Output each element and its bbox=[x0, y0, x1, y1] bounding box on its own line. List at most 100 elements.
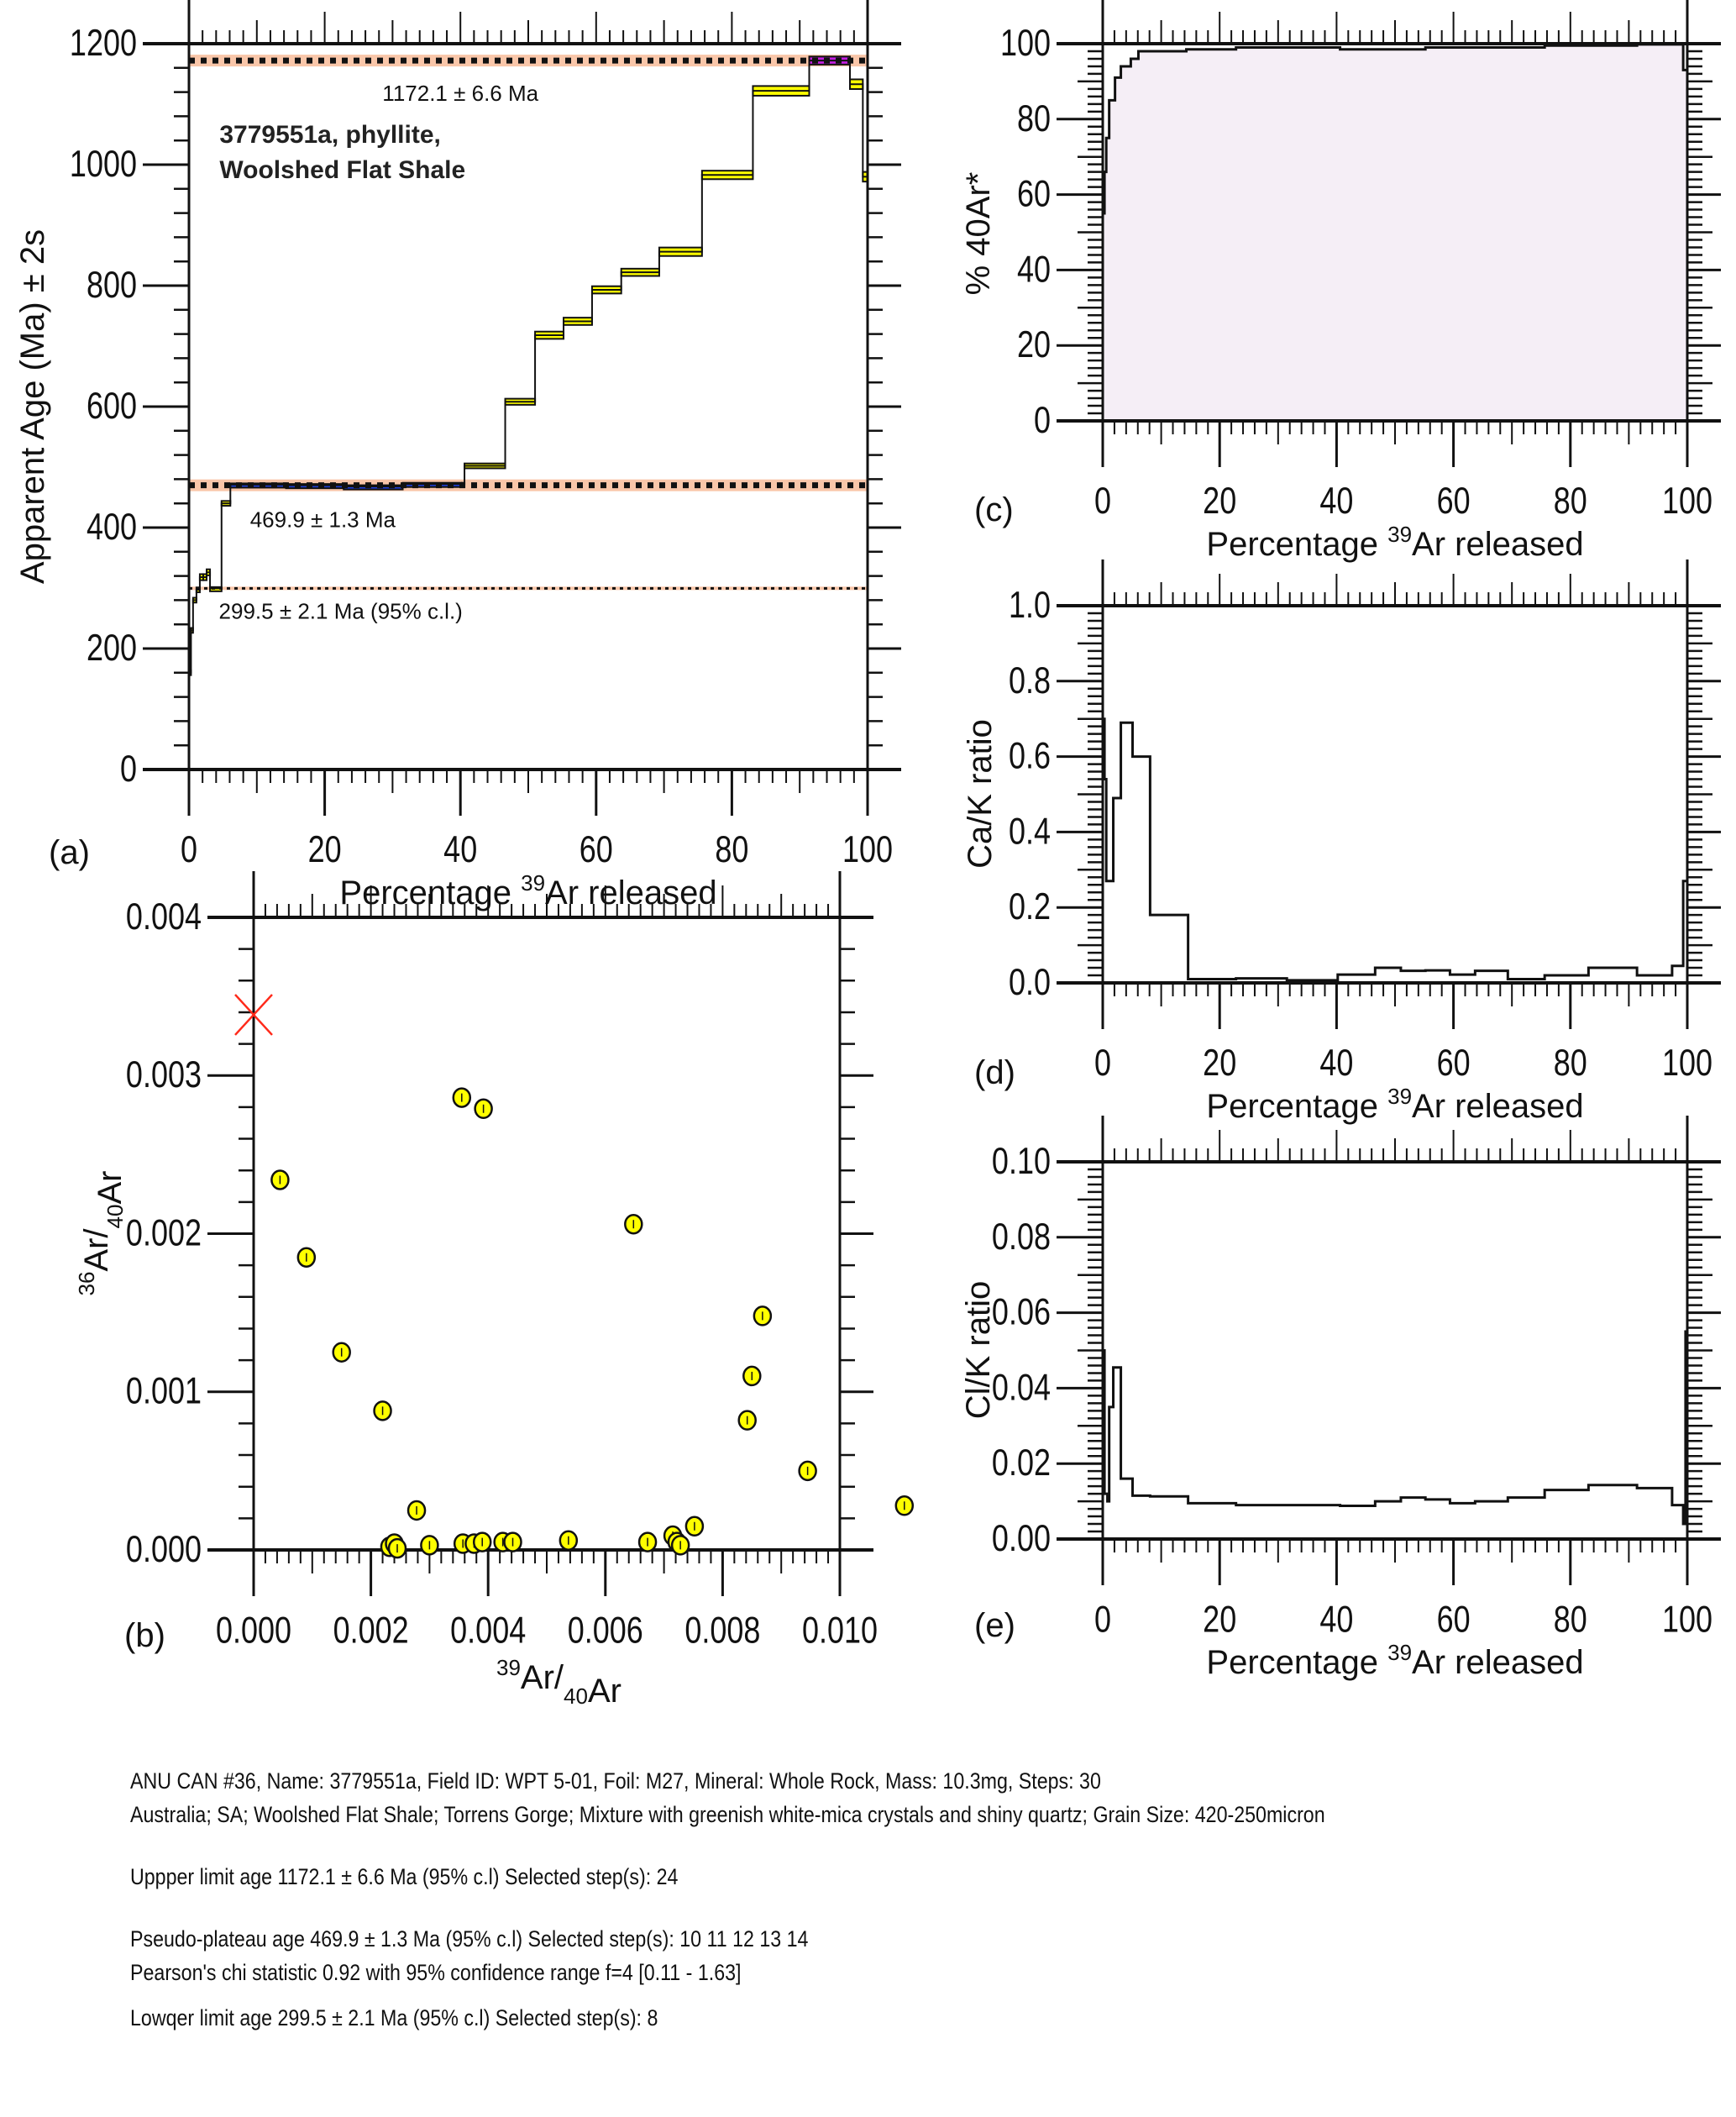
x-tick-label: 40 bbox=[1319, 479, 1353, 522]
notes-plateau-age: Pseudo-plateau age 469.9 ± 1.3 Ma (95% c… bbox=[130, 1926, 809, 1952]
y-tick-label: 0.2 bbox=[1009, 885, 1051, 927]
panel-label: (c) bbox=[974, 491, 1014, 528]
y-axis-title-part: Ar bbox=[92, 1171, 128, 1205]
x-tick-label: 60 bbox=[1437, 1598, 1471, 1641]
reference-band bbox=[189, 586, 868, 591]
y-tick-label: 0.08 bbox=[992, 1215, 1051, 1258]
x-tick-label: 0.002 bbox=[333, 1609, 409, 1652]
y-tick-label: 0.0 bbox=[1009, 960, 1051, 1003]
x-axis-title: Percentage 39Ar released bbox=[1206, 1084, 1583, 1125]
panel-a-age-spectrum: 0 20 40 60 80 1000200400600800100012001172.1 … bbox=[14, 0, 901, 911]
y-tick-label: 0.000 bbox=[126, 1527, 202, 1570]
y-axis-title-part: Ar/ bbox=[78, 1228, 115, 1272]
notes-location-info: Australia; SA; Woolshed Flat Shale; Torr… bbox=[130, 1802, 1325, 1827]
plateau-age-label: 469.9 ± 1.3 Ma bbox=[250, 507, 396, 533]
panel-b-isochron: 0.000 0.002 0.004 0.006 0.008 0.010 0.000 0.001… bbox=[74, 871, 915, 1710]
y-tick-label: 0 bbox=[1034, 398, 1051, 441]
y-tick-label: 60 bbox=[1017, 172, 1051, 215]
y-tick-label: 0.004 bbox=[126, 895, 202, 938]
x-tick-label: 60 bbox=[580, 827, 613, 870]
x-axis-title-part: 40 bbox=[564, 1684, 588, 1709]
x-axis-title-part: 39 bbox=[496, 1655, 521, 1680]
x-tick-label: 0 bbox=[1094, 1041, 1111, 1084]
x-tick-label: 80 bbox=[1554, 1041, 1587, 1084]
y-tick-label: 20 bbox=[1017, 323, 1051, 365]
y-axis-title-part: 36 bbox=[74, 1272, 99, 1296]
y-tick-label: 800 bbox=[87, 263, 137, 306]
panel-label: (b) bbox=[124, 1617, 165, 1654]
y-tick-label: 0.04 bbox=[992, 1366, 1051, 1409]
panel-label: (e) bbox=[974, 1607, 1015, 1644]
y-tick-label: 0.6 bbox=[1009, 734, 1051, 777]
x-tick-label: 100 bbox=[1662, 1041, 1712, 1084]
notes-upper-limit-age: Uppper limit age 1172.1 ± 6.6 Ma (95% c.… bbox=[130, 1864, 679, 1889]
x-tick-label: 40 bbox=[443, 827, 477, 870]
x-tick-label: 80 bbox=[715, 827, 748, 870]
sample-title: 3779551a, phyllite, bbox=[219, 121, 441, 149]
panel-e-cl-k-ratio: 0 20 40 60 80 100 0.00 0.02 0.04 0.06 0.08 0.10 Cl/K… bbox=[960, 1116, 1721, 1681]
x-axis-title: Percentage 39Ar released bbox=[339, 870, 716, 911]
radiogenic-area-fill bbox=[1103, 44, 1687, 421]
y-tick-label: 0.001 bbox=[126, 1369, 202, 1412]
sample-subtitle: Woolshed Flat Shale bbox=[219, 156, 465, 184]
y-tick-label: 600 bbox=[87, 384, 137, 427]
x-axis-title: Percentage 39Ar released bbox=[1206, 1640, 1583, 1681]
x-axis-title-text: Percentage bbox=[1206, 526, 1387, 563]
y-tick-label: 0.002 bbox=[126, 1211, 202, 1254]
notes-lower-limit-age: Lowqer limit age 299.5 ± 2.1 Ma (95% c.l… bbox=[130, 2005, 658, 2030]
ratio-step-line bbox=[1101, 1330, 1689, 1539]
y-tick-label: 400 bbox=[87, 505, 137, 548]
y-axis-title: % 40Ar* bbox=[960, 172, 997, 296]
x-axis-title-superscript: 39 bbox=[521, 870, 545, 896]
x-tick-label: 20 bbox=[1203, 1598, 1236, 1641]
x-axis-title: 39Ar/40Ar bbox=[496, 1655, 621, 1710]
notes-sample-info: ANU CAN #36, Name: 3779551a, Field ID: W… bbox=[130, 1768, 1101, 1794]
x-tick-label: 60 bbox=[1437, 479, 1471, 522]
panel-label: (a) bbox=[49, 834, 90, 871]
ratio-step-line bbox=[1101, 717, 1689, 983]
atmospheric-marker-stroke bbox=[234, 994, 273, 1036]
x-axis-title-part: Ar bbox=[588, 1673, 621, 1710]
x-axis-title-text: Percentage bbox=[1206, 1644, 1387, 1681]
y-tick-label: 0.8 bbox=[1009, 659, 1051, 701]
x-tick-label: 40 bbox=[1319, 1041, 1353, 1084]
x-axis-title-part: Ar/ bbox=[521, 1659, 564, 1696]
y-tick-label: 0.10 bbox=[992, 1139, 1051, 1182]
x-tick-label: 80 bbox=[1554, 1598, 1587, 1641]
x-axis-title-text-end: Ar released bbox=[1412, 1644, 1584, 1681]
notes-chi-statistic: Pearson's chi statistic 0.92 with 95% co… bbox=[130, 1960, 742, 1985]
x-tick-label: 20 bbox=[1203, 479, 1236, 522]
x-tick-label: 0 bbox=[181, 827, 197, 870]
upper-limit-label: 1172.1 ± 6.6 Ma bbox=[382, 81, 538, 106]
x-axis-title-text: Percentage bbox=[1206, 1088, 1387, 1125]
radiogenic-step-line bbox=[1101, 43, 1689, 421]
x-axis-title-superscript: 39 bbox=[1387, 522, 1412, 547]
x-axis-title: Percentage 39Ar released bbox=[1206, 522, 1583, 563]
x-tick-label: 100 bbox=[842, 827, 893, 870]
y-tick-label: 0.4 bbox=[1009, 810, 1051, 853]
lower-limit-label: 299.5 ± 2.1 Ma (95% c.l.) bbox=[219, 598, 463, 623]
y-tick-label: 100 bbox=[1000, 21, 1051, 64]
x-tick-label: 100 bbox=[1662, 479, 1712, 522]
x-axis-title-text-end: Ar released bbox=[1412, 1088, 1584, 1125]
y-tick-label: 1200 bbox=[70, 21, 137, 64]
y-tick-label: 0.003 bbox=[126, 1053, 202, 1095]
y-tick-label: 0.02 bbox=[992, 1441, 1051, 1484]
y-tick-label: 80 bbox=[1017, 97, 1051, 139]
x-axis-title-superscript: 39 bbox=[1387, 1084, 1412, 1109]
x-tick-label: 0.006 bbox=[568, 1609, 643, 1652]
figure: 0 20 40 60 80 1000200400600800100012001172.1 … bbox=[14, 0, 1721, 1710]
y-axis-title: Ca/K ratio bbox=[962, 719, 999, 869]
x-axis-title-superscript: 39 bbox=[1387, 1640, 1412, 1665]
x-tick-label: 60 bbox=[1437, 1041, 1471, 1084]
y-tick-label: 200 bbox=[87, 626, 137, 669]
y-axis-title: Cl/K ratio bbox=[960, 1281, 997, 1420]
x-tick-label: 0 bbox=[1094, 1598, 1111, 1641]
y-tick-label: 1000 bbox=[70, 142, 137, 185]
y-axis-title: 36Ar/40Ar bbox=[74, 1171, 128, 1296]
x-tick-label: 40 bbox=[1319, 1598, 1353, 1641]
y-tick-label: 0.00 bbox=[992, 1516, 1051, 1559]
panel-d-ca-k-ratio: 0 20 40 60 80 100 0.0 0.2 0.4 0.6 0.8 1.0 Ca/K ratio… bbox=[962, 559, 1721, 1125]
x-tick-label: 0 bbox=[1094, 479, 1111, 522]
sample-notes: ANU CAN #36, Name: 3779551a, Field ID: W… bbox=[130, 1764, 1503, 2035]
